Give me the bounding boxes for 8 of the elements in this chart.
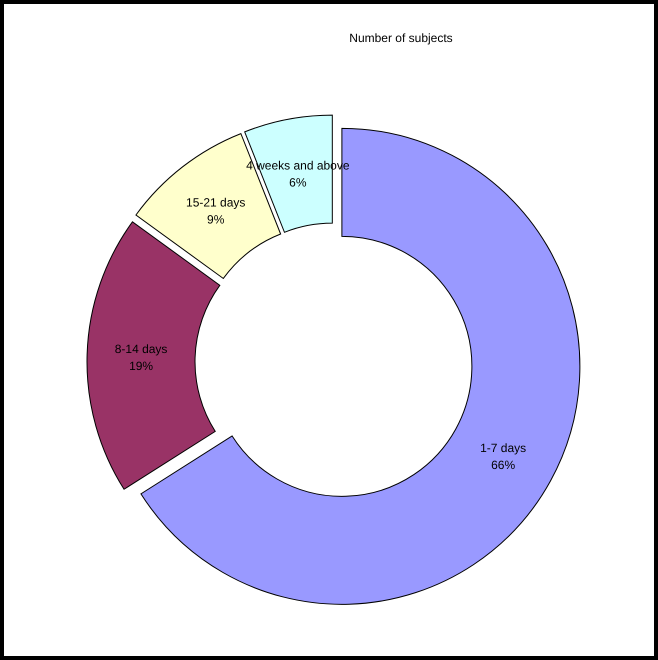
data-label: 19% [129,358,154,373]
chart-title: Number of subjects [349,31,453,45]
data-label: 66% [491,458,516,472]
slice-label: 1-7 days [480,440,526,455]
slice-label: 15-21 days [186,196,246,210]
slice-label: 8-14 days [114,342,168,356]
data-label: 9% [207,212,225,226]
data-label: 6% [289,175,307,190]
